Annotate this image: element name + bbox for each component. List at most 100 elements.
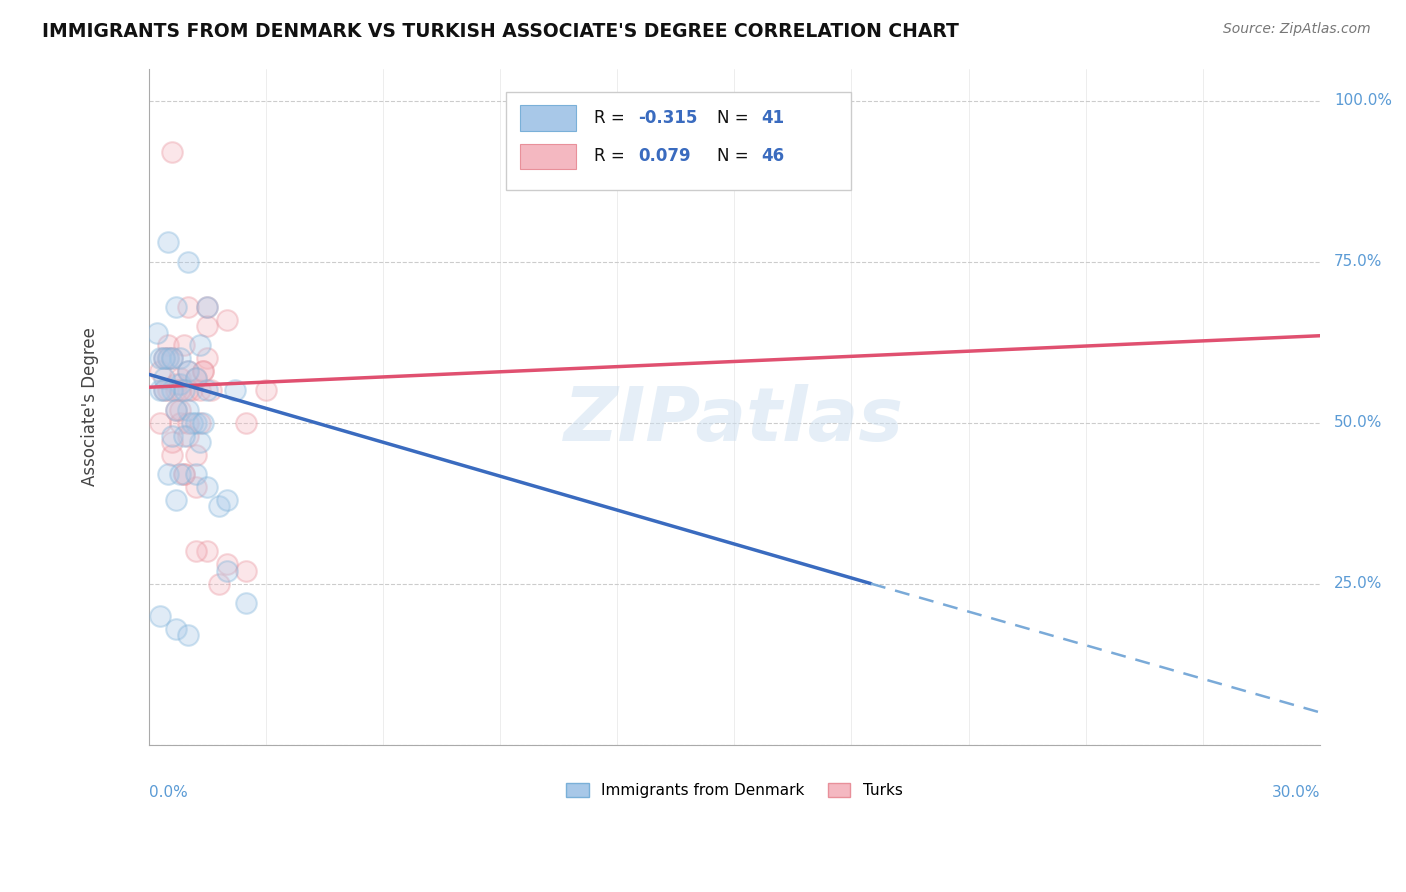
Point bbox=[235, 596, 257, 610]
FancyBboxPatch shape bbox=[506, 92, 852, 190]
Point bbox=[160, 351, 183, 366]
Point bbox=[208, 500, 231, 514]
Point bbox=[165, 300, 187, 314]
Point bbox=[157, 384, 180, 398]
FancyBboxPatch shape bbox=[520, 144, 576, 169]
Point bbox=[160, 145, 183, 160]
Point bbox=[153, 384, 176, 398]
Point bbox=[169, 467, 191, 482]
Point bbox=[188, 384, 211, 398]
Point bbox=[165, 402, 187, 417]
Text: 30.0%: 30.0% bbox=[1271, 785, 1320, 800]
Point bbox=[184, 544, 207, 558]
Text: 75.0%: 75.0% bbox=[1334, 254, 1382, 269]
Point bbox=[153, 370, 176, 384]
Point bbox=[188, 416, 211, 430]
Point bbox=[157, 351, 180, 366]
Point bbox=[173, 467, 195, 482]
Point bbox=[188, 338, 211, 352]
Point bbox=[153, 384, 176, 398]
Point bbox=[169, 402, 191, 417]
Point bbox=[160, 434, 183, 449]
Text: N =: N = bbox=[717, 147, 754, 165]
Point bbox=[177, 402, 200, 417]
Point bbox=[149, 351, 172, 366]
Point bbox=[215, 492, 238, 507]
Point bbox=[177, 364, 200, 378]
Point bbox=[160, 351, 183, 366]
Point bbox=[169, 351, 191, 366]
Point bbox=[153, 351, 176, 366]
Point bbox=[193, 364, 215, 378]
Point bbox=[145, 326, 167, 340]
Point bbox=[184, 416, 207, 430]
Point bbox=[165, 492, 187, 507]
Point bbox=[193, 416, 215, 430]
Point bbox=[157, 467, 180, 482]
Point bbox=[173, 467, 195, 482]
Point bbox=[193, 364, 215, 378]
Point bbox=[195, 319, 218, 334]
Point bbox=[184, 480, 207, 494]
Point bbox=[215, 558, 238, 572]
Point bbox=[224, 384, 246, 398]
Text: -0.315: -0.315 bbox=[638, 109, 697, 127]
Point bbox=[195, 300, 218, 314]
Point bbox=[149, 364, 172, 378]
Point bbox=[177, 384, 200, 398]
Text: Associate's Degree: Associate's Degree bbox=[82, 327, 100, 486]
Point bbox=[195, 351, 218, 366]
Text: N =: N = bbox=[717, 109, 754, 127]
Text: 25.0%: 25.0% bbox=[1334, 576, 1382, 591]
Point bbox=[184, 467, 207, 482]
Point bbox=[165, 622, 187, 636]
FancyBboxPatch shape bbox=[520, 105, 576, 131]
Point bbox=[169, 384, 191, 398]
Point bbox=[173, 428, 195, 442]
Point bbox=[184, 370, 207, 384]
Point bbox=[177, 416, 200, 430]
Point bbox=[149, 416, 172, 430]
Point bbox=[169, 370, 191, 384]
Point bbox=[235, 564, 257, 578]
Point bbox=[157, 351, 180, 366]
Point bbox=[177, 300, 200, 314]
Point bbox=[160, 428, 183, 442]
Point bbox=[184, 370, 207, 384]
Point bbox=[157, 235, 180, 250]
Point bbox=[177, 254, 200, 268]
Point bbox=[195, 384, 218, 398]
Text: 100.0%: 100.0% bbox=[1334, 94, 1392, 108]
Text: R =: R = bbox=[593, 109, 630, 127]
Text: Source: ZipAtlas.com: Source: ZipAtlas.com bbox=[1223, 22, 1371, 37]
Point bbox=[195, 300, 218, 314]
Point bbox=[160, 384, 183, 398]
Point bbox=[165, 384, 187, 398]
Point bbox=[200, 384, 222, 398]
Point bbox=[195, 480, 218, 494]
Point bbox=[215, 564, 238, 578]
Point bbox=[173, 384, 195, 398]
Point bbox=[180, 384, 202, 398]
Point bbox=[254, 384, 277, 398]
Point bbox=[165, 402, 187, 417]
Point bbox=[160, 448, 183, 462]
Point bbox=[188, 434, 211, 449]
Point bbox=[235, 416, 257, 430]
Point bbox=[173, 338, 195, 352]
Point bbox=[157, 338, 180, 352]
Text: 0.079: 0.079 bbox=[638, 147, 690, 165]
Point bbox=[149, 384, 172, 398]
Point bbox=[195, 544, 218, 558]
Point bbox=[177, 628, 200, 642]
Point bbox=[169, 416, 191, 430]
Point bbox=[180, 416, 202, 430]
Text: 46: 46 bbox=[761, 147, 785, 165]
Point bbox=[169, 377, 191, 392]
Point bbox=[165, 377, 187, 392]
Text: 0.0%: 0.0% bbox=[149, 785, 187, 800]
Point bbox=[177, 428, 200, 442]
Point bbox=[184, 448, 207, 462]
Text: ZIPatlas: ZIPatlas bbox=[564, 384, 904, 457]
Legend: Immigrants from Denmark, Turks: Immigrants from Denmark, Turks bbox=[560, 777, 908, 805]
